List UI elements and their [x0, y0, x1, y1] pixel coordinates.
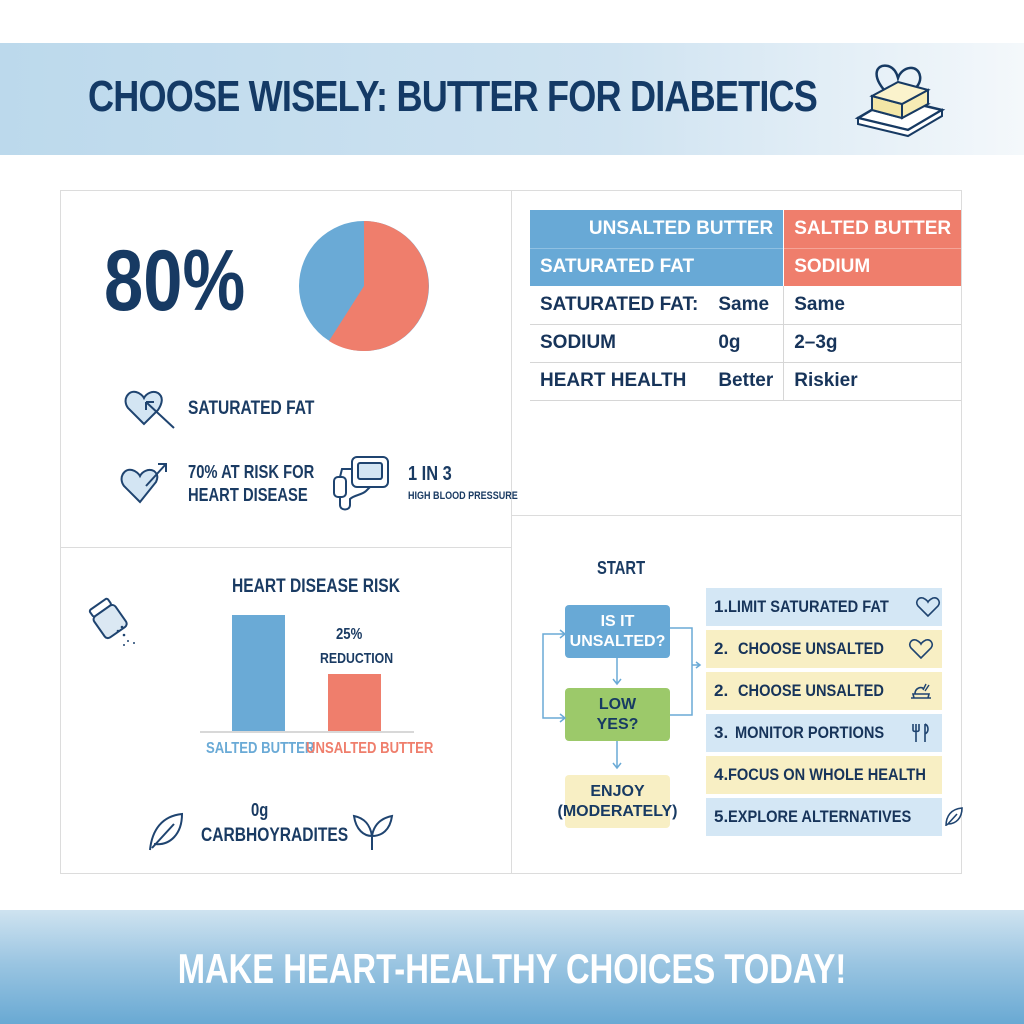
butter-heart-icon [850, 58, 950, 138]
blood-pressure-monitor-icon [332, 455, 392, 513]
leaf-icon [146, 810, 184, 852]
butter-dish-icon [908, 680, 934, 702]
subheader-sodium: SODIUM [783, 247, 962, 286]
page-title: CHOOSE WISELY: BUTTER FOR DIABETICS [88, 72, 818, 121]
subheader-saturated-fat: SATURATED FAT [530, 247, 784, 286]
reduction-label: REDUCTION [320, 650, 394, 667]
saturated-fat-label: SATURATED FAT [188, 398, 315, 419]
flow-enjoy: ENJOY (MODERATELY) [558, 775, 678, 828]
flow-question-unsalted: IS IT UNSALTED? [565, 605, 670, 658]
tip-item: 2. CHOOSE UNSALTED [706, 630, 942, 668]
chart-baseline [200, 731, 414, 733]
carbs-value: 0g [251, 800, 269, 820]
reduction-value: 25% [336, 626, 363, 643]
header-unsalted: UNSALTED BUTTER [530, 210, 784, 248]
chart-panel [60, 547, 512, 874]
flow-start: START [597, 558, 646, 578]
tip-item: 1. LIMIT SATURATED FAT [706, 588, 942, 626]
big-percent: 80% [104, 233, 246, 329]
fork-knife-icon [908, 722, 934, 744]
flow-question-low: LOW YES? [565, 688, 670, 741]
ratio-label: HIGH BLOOD PRESSURE [408, 490, 518, 502]
risk-label-line2: HEART DISEASE [188, 485, 308, 505]
salt-shaker-icon [88, 595, 148, 651]
risk-label-line1: 70% AT RISK FOR [188, 462, 315, 482]
heart-arrow-icon [122, 388, 178, 430]
leaf-icon [941, 806, 967, 828]
sprout-icon [352, 812, 394, 852]
pie-chart [298, 220, 430, 352]
heart-icon [915, 596, 941, 618]
flow-arrows [535, 600, 705, 780]
chart-title: HEART DISEASE RISK [232, 576, 400, 597]
table-row: SATURATED FAT: Same Same [530, 286, 962, 325]
tip-item: 5. EXPLORE ALTERNATIVES [706, 798, 964, 836]
comparison-table: UNSALTED BUTTER SALTED BUTTER SATURATED … [530, 210, 962, 401]
tip-item: 3. MONITOR PORTIONS [706, 714, 942, 752]
table-row: SODIUM 0g 2–3g [530, 324, 962, 363]
footer-call-to-action: MAKE HEART-HEALTHY CHOICES TODAY! [177, 945, 847, 992]
bar-unsalted [328, 674, 381, 732]
carbs-label: CARBHOYRADITES [201, 825, 349, 846]
heart-arrow-icon [118, 458, 170, 506]
category-salted: SALTED BUTTER [206, 740, 315, 757]
ratio-value: 1 IN 3 [408, 463, 452, 485]
tip-item: 4. FOCUS ON WHOLE HEALTH [706, 756, 942, 794]
tip-item: 2. CHOOSE UNSALTED [706, 672, 942, 710]
header-banner [0, 43, 1024, 155]
footer-banner [0, 910, 1024, 1024]
category-unsalted: UNSALTED BUTTER [306, 740, 434, 757]
header-salted: SALTED BUTTER [783, 210, 962, 248]
table-row: HEART HEALTH Better Riskier [530, 362, 962, 401]
bar-salted [232, 615, 285, 732]
heart-icon [908, 638, 934, 660]
